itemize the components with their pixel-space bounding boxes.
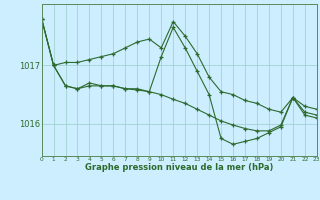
X-axis label: Graphe pression niveau de la mer (hPa): Graphe pression niveau de la mer (hPa)	[85, 163, 273, 172]
